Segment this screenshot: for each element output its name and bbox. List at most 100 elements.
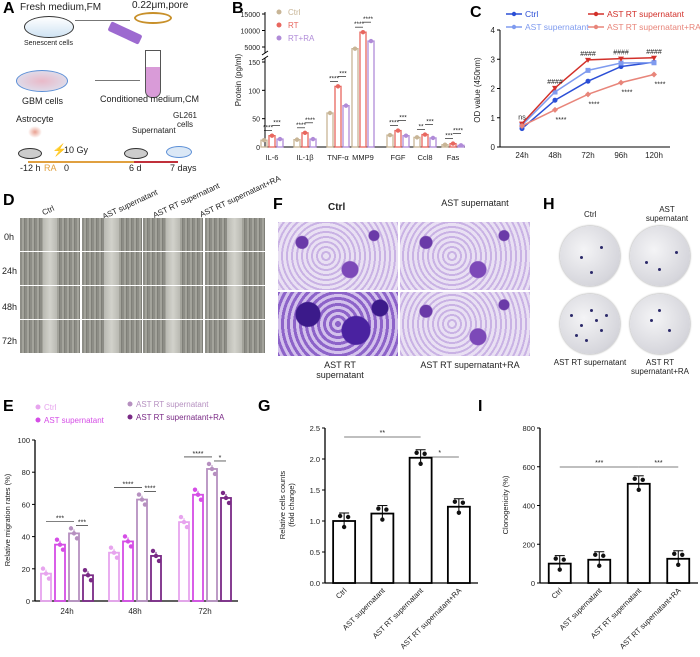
data-point: [553, 556, 558, 561]
data-point: [414, 450, 419, 455]
sig-label: ****: [305, 117, 316, 124]
wound-image: [81, 252, 142, 285]
astrocyte-icon: [28, 126, 42, 138]
data-point: [384, 507, 389, 512]
legend-marker: [511, 24, 517, 30]
sig-label: ***: [445, 133, 453, 140]
data-point: [57, 542, 63, 547]
legend-marker: [35, 404, 41, 410]
bar: [122, 540, 134, 602]
data-point: [343, 103, 349, 108]
bar: [192, 493, 204, 602]
timeline-label: 7 days: [170, 163, 197, 173]
sig-label: ****: [263, 125, 274, 132]
legend-label: AST RT supernatant+RA: [607, 22, 700, 32]
data-point: [680, 552, 685, 557]
wound-image: [20, 252, 80, 285]
y-tick-label: 2.5: [310, 424, 320, 433]
timeline-label: -12 h: [20, 163, 41, 173]
legend-marker: [511, 11, 517, 17]
y-tick-label: 50: [252, 117, 260, 124]
image-label: Ctrl: [328, 202, 346, 213]
x-tick-label: 96h: [614, 151, 627, 160]
axis-break: [261, 50, 269, 56]
dose-label: 10 Gy: [64, 145, 89, 155]
wound-image: [20, 218, 80, 251]
data-point: [269, 133, 275, 138]
data-point: [368, 38, 374, 44]
wound-image: [81, 320, 142, 353]
y-tick-label: 0: [256, 145, 260, 152]
data-point: [442, 142, 448, 147]
bar: [68, 532, 80, 602]
data-point: [422, 132, 428, 137]
wound-image: [20, 286, 80, 319]
data-point: [651, 60, 657, 66]
y-tick-label: 2: [491, 85, 496, 94]
sig-label: ***: [595, 460, 603, 467]
bar: [626, 482, 651, 584]
data-point: [46, 576, 52, 581]
y-tick-label: 5000: [244, 45, 260, 52]
sig-label: ****: [329, 75, 340, 82]
y-tick-label: 600: [522, 463, 535, 472]
y-tick-label: 200: [522, 540, 535, 549]
y-tick-label: 0: [26, 597, 30, 606]
transwell-image-ast-rt-ra: [400, 292, 530, 356]
panel-label-e: E: [3, 398, 14, 415]
bar: [408, 456, 433, 584]
data-point: [552, 89, 558, 95]
legend-marker: [35, 417, 41, 423]
data-point: [156, 558, 162, 564]
panel-label-i: I: [478, 398, 483, 415]
senescent-dish-icon: [24, 16, 74, 38]
data-point: [60, 547, 66, 552]
x-tick-label: MMP9: [352, 153, 374, 162]
data-point: [327, 110, 333, 116]
arrow-line: [95, 80, 140, 81]
legend-label: AST supernatant: [44, 416, 105, 425]
data-point: [618, 79, 624, 86]
y-tick-label: 10000: [241, 29, 261, 36]
data-point: [618, 60, 624, 66]
timeline-ra: [28, 161, 134, 163]
legend-label: Ctrl: [525, 9, 538, 19]
y-axis-label: (fold change): [287, 483, 296, 527]
y-tick-label: 1.0: [310, 517, 320, 526]
row-label: 72h: [2, 336, 18, 346]
wound-image: [20, 320, 80, 353]
data-point: [632, 476, 637, 481]
data-point: [43, 571, 49, 576]
bar: [370, 512, 395, 584]
sig-label: **: [418, 124, 424, 131]
data-point: [142, 502, 148, 507]
data-point: [223, 495, 229, 501]
data-point: [136, 492, 142, 497]
data-point: [111, 550, 117, 555]
x-tick-label: TNF-α: [327, 153, 349, 162]
data-point: [335, 84, 341, 89]
arrow-line: [75, 20, 130, 21]
sig-label: ****: [363, 16, 374, 23]
data-point: [456, 510, 462, 515]
data-point: [212, 471, 218, 477]
x-tick-label: 48h: [548, 151, 561, 160]
senescent-cells-label: Senescent cells: [24, 40, 74, 47]
data-point: [206, 461, 212, 467]
bar-ctrl: [326, 112, 334, 148]
bar: [136, 498, 148, 602]
wound-image: [81, 218, 142, 251]
data-point: [418, 461, 423, 466]
data-point: [302, 130, 308, 136]
wound-image: [204, 286, 265, 319]
data-point: [88, 578, 94, 583]
data-point: [345, 514, 351, 520]
image-label: AST RT supernatant+RA: [630, 358, 690, 376]
y-tick-label: 3: [491, 55, 496, 64]
legend-label: AST RT supernatant: [607, 9, 685, 19]
x-tick-label: 24h: [60, 607, 73, 616]
annotation-label: ****: [556, 117, 567, 124]
bar: [54, 543, 66, 602]
y-tick-label: 2.0: [310, 455, 320, 464]
